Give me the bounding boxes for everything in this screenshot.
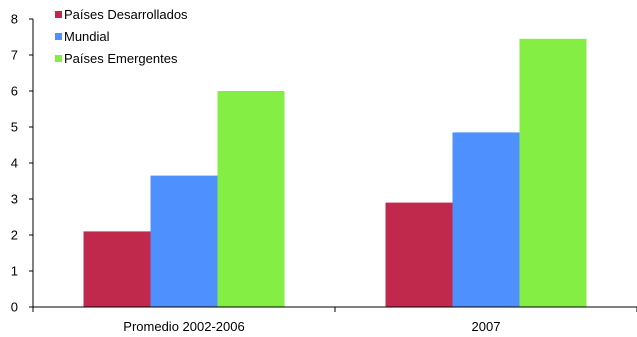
y-tick-label: 3 bbox=[11, 192, 18, 207]
y-tick-label: 7 bbox=[11, 48, 18, 63]
legend-swatch bbox=[55, 11, 62, 18]
y-tick-label: 1 bbox=[11, 264, 18, 279]
y-tick-label: 8 bbox=[11, 12, 18, 27]
y-axis: 0 1 2 3 4 5 6 7 8 bbox=[11, 12, 34, 315]
y-tick-label: 0 bbox=[11, 300, 18, 315]
bar-1-2 bbox=[519, 38, 587, 308]
legend-swatch bbox=[55, 33, 62, 40]
bars bbox=[83, 38, 587, 308]
legend-label: Países Emergentes bbox=[64, 51, 178, 66]
y-tick-label: 6 bbox=[11, 84, 18, 99]
bar-1-0 bbox=[385, 202, 453, 307]
legend-swatch bbox=[55, 55, 62, 62]
bar-0-1 bbox=[150, 175, 218, 307]
legend: Países Desarrollados Mundial Países Emerge… bbox=[55, 7, 188, 66]
y-tick-label: 5 bbox=[11, 120, 18, 135]
x-category-label: 2007 bbox=[472, 319, 501, 334]
legend-label: Mundial bbox=[64, 29, 110, 44]
x-category-label: Promedio 2002-2006 bbox=[123, 319, 244, 334]
x-axis: Promedio 2002-2006 2007 bbox=[32, 306, 637, 334]
y-tick-label: 4 bbox=[11, 156, 18, 171]
y-tick-label: 2 bbox=[11, 228, 18, 243]
bar-0-2 bbox=[217, 91, 285, 307]
bar-1-1 bbox=[452, 132, 520, 307]
bar-0-0 bbox=[83, 231, 151, 307]
legend-label: Países Desarrollados bbox=[64, 7, 188, 22]
